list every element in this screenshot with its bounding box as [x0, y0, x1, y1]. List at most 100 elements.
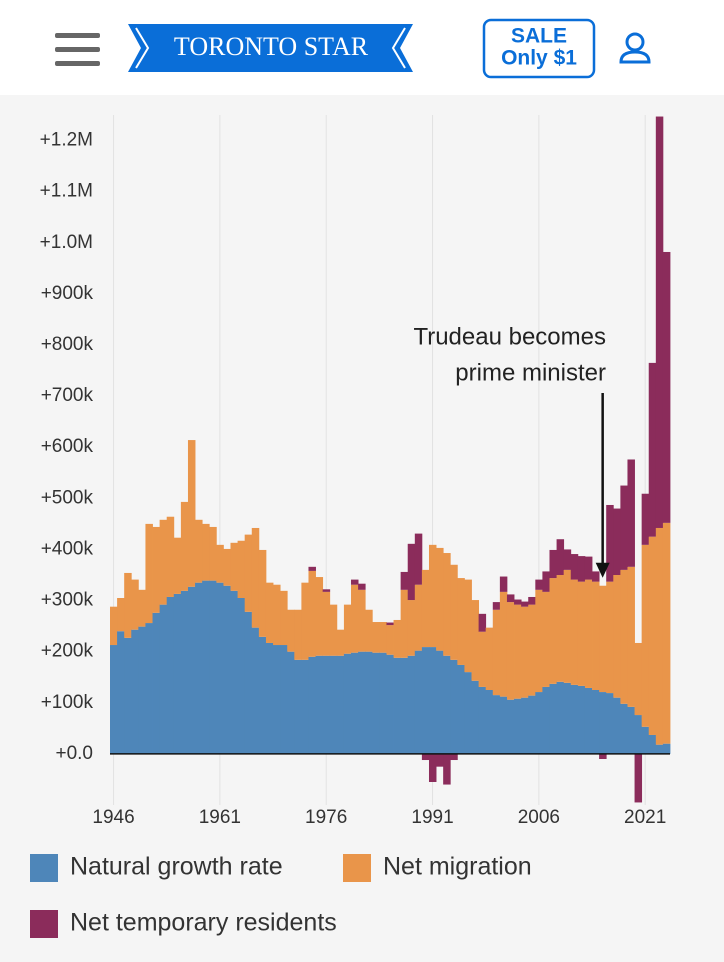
y-tick-label: +600k	[41, 436, 94, 457]
bar-segment	[499, 591, 508, 697]
bar-segment	[542, 591, 550, 687]
bar-segment	[407, 655, 416, 754]
bar-segment	[478, 613, 487, 632]
bar-segment	[634, 715, 643, 754]
bar-segment	[329, 655, 338, 754]
bar-segment	[655, 744, 664, 754]
legend-swatch	[343, 854, 371, 882]
bar-segment	[329, 604, 338, 656]
bar-segment	[400, 571, 409, 590]
bar-segment	[613, 697, 621, 754]
bar-segment	[514, 599, 522, 605]
bar-segment	[322, 655, 331, 754]
bar-segment	[379, 652, 387, 754]
bar-segment	[195, 519, 203, 583]
bar-segment	[556, 539, 565, 575]
bar-segment	[613, 508, 621, 575]
bar-segment	[641, 544, 650, 727]
bar-segment	[159, 519, 168, 605]
bar-segment	[428, 753, 437, 782]
bar-segment	[549, 683, 557, 754]
bar-segment	[528, 604, 536, 696]
annotation-text: Trudeau becomes	[413, 323, 606, 350]
bar-segment	[315, 577, 324, 656]
logo[interactable]: TORONTO STAR	[128, 24, 413, 72]
bar-segment	[620, 485, 628, 570]
bar-segment	[315, 655, 324, 754]
bar-segment	[173, 537, 182, 594]
bar-segment	[407, 600, 416, 656]
bar-segment	[436, 650, 444, 754]
y-tick-label: +500k	[41, 487, 94, 508]
bar-segment	[365, 609, 373, 652]
bar-segment	[627, 566, 635, 707]
bar-segment	[514, 604, 522, 699]
bar-segment	[627, 459, 635, 567]
bar-segment	[358, 583, 366, 590]
sale-text: SALE	[511, 25, 567, 48]
bar-segment	[110, 606, 118, 646]
bar-segment	[145, 623, 153, 754]
bar-segment	[471, 680, 480, 754]
bar-segment	[237, 540, 246, 598]
bar-segment	[627, 706, 635, 754]
bar-segment	[365, 651, 373, 754]
bar-segment	[124, 637, 132, 754]
x-tick-label: 2006	[518, 807, 560, 828]
bar-segment	[492, 695, 501, 754]
bar-segment	[280, 590, 288, 646]
logo-text: TORONTO STAR	[174, 32, 369, 61]
bar-segment	[535, 589, 543, 693]
bar-segment	[159, 604, 168, 754]
bar-segment	[549, 549, 557, 579]
bar-segment	[592, 571, 600, 582]
bar-segment	[414, 533, 423, 585]
bar-segment	[662, 743, 671, 754]
bar-segment	[662, 522, 671, 744]
bar-segment	[273, 584, 281, 646]
user-icon[interactable]	[619, 32, 651, 64]
bar-segment	[471, 600, 480, 681]
bar-segment	[542, 571, 550, 592]
bar-segment	[166, 596, 175, 754]
y-tick-label: +900k	[41, 283, 94, 304]
bar-segment	[584, 579, 593, 688]
bar-segment	[280, 645, 288, 754]
bar-segment	[563, 549, 572, 570]
bar-segment	[436, 547, 444, 651]
bar-segment	[124, 572, 132, 638]
bar-segment	[563, 569, 572, 683]
y-tick-label: +200k	[41, 641, 94, 662]
bar-segment	[343, 604, 352, 654]
bar-segment	[478, 686, 487, 754]
bar-segment	[549, 578, 557, 684]
bar-segment	[230, 542, 238, 591]
bar-segment	[634, 753, 643, 803]
bar-segment	[478, 631, 487, 687]
bar-segment	[648, 362, 657, 537]
bar-segment	[428, 544, 437, 648]
bar-segment	[258, 549, 267, 637]
sale-text: Only $1	[501, 47, 577, 70]
bar-segment	[145, 523, 153, 624]
bar-segment	[577, 556, 586, 582]
bar-segment	[457, 578, 465, 665]
bar-segment	[514, 698, 522, 754]
bar-segment	[372, 652, 380, 754]
bar-segment	[662, 251, 671, 523]
bar-segment	[308, 566, 316, 571]
bar-segment	[244, 611, 253, 754]
bar-segment	[386, 622, 394, 626]
bar-segment	[485, 627, 494, 690]
bar-segment	[351, 652, 359, 754]
menu-button[interactable]	[55, 33, 100, 66]
bar-segment	[428, 647, 437, 754]
bar-segment	[308, 570, 316, 657]
bar-segment	[265, 582, 274, 643]
bar-segment	[110, 645, 118, 754]
sale-button[interactable]: SALE Only $1	[482, 18, 596, 79]
bar-segment	[620, 569, 628, 704]
bar-segment	[117, 631, 125, 754]
bar-segment	[187, 586, 196, 754]
bar-segment	[294, 609, 302, 660]
